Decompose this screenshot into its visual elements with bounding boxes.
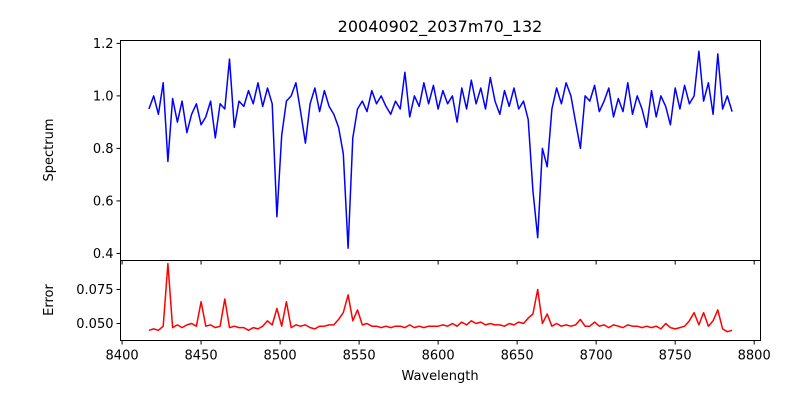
y-tick-label: 0.075	[76, 283, 113, 298]
x-tick-label: 8600	[422, 349, 455, 364]
y-tick-label: 0.6	[93, 194, 114, 209]
spectrum-line	[148, 50, 733, 249]
error-panel: 0.050 0.075 8400 8450 8500 8550 8600 8650 8700 87…	[76, 260, 771, 364]
spectrum-ylabel: Spectrum	[42, 119, 57, 182]
x-tick-label: 8450	[185, 349, 218, 364]
x-tick-label: 8750	[659, 349, 692, 364]
axes-frame	[120, 260, 761, 341]
error-ylabel: Error	[42, 284, 57, 316]
y-tick-label: 1.0	[93, 89, 114, 104]
x-tick-label: 8500	[264, 349, 297, 364]
y-tick-label: 0.050	[76, 317, 113, 332]
x-tick-label: 8550	[343, 349, 376, 364]
x-tick-label: 8400	[106, 349, 139, 364]
error-line	[148, 262, 733, 333]
x-tick-label: 8650	[501, 349, 534, 364]
x-tick-label: 8700	[580, 349, 613, 364]
y-tick-label: 0.8	[93, 142, 114, 157]
y-tick-label: 1.2	[93, 37, 114, 52]
chart-title: 20040902_2037m70_132	[338, 17, 543, 37]
y-tick-label: 0.4	[93, 247, 114, 262]
x-axis-label: Wavelength	[401, 369, 478, 384]
axes-frame	[120, 40, 761, 261]
x-tick-label: 8800	[738, 349, 771, 364]
spectrum-panel: 0.4 0.6 0.8 1.0 1.2	[93, 37, 761, 265]
